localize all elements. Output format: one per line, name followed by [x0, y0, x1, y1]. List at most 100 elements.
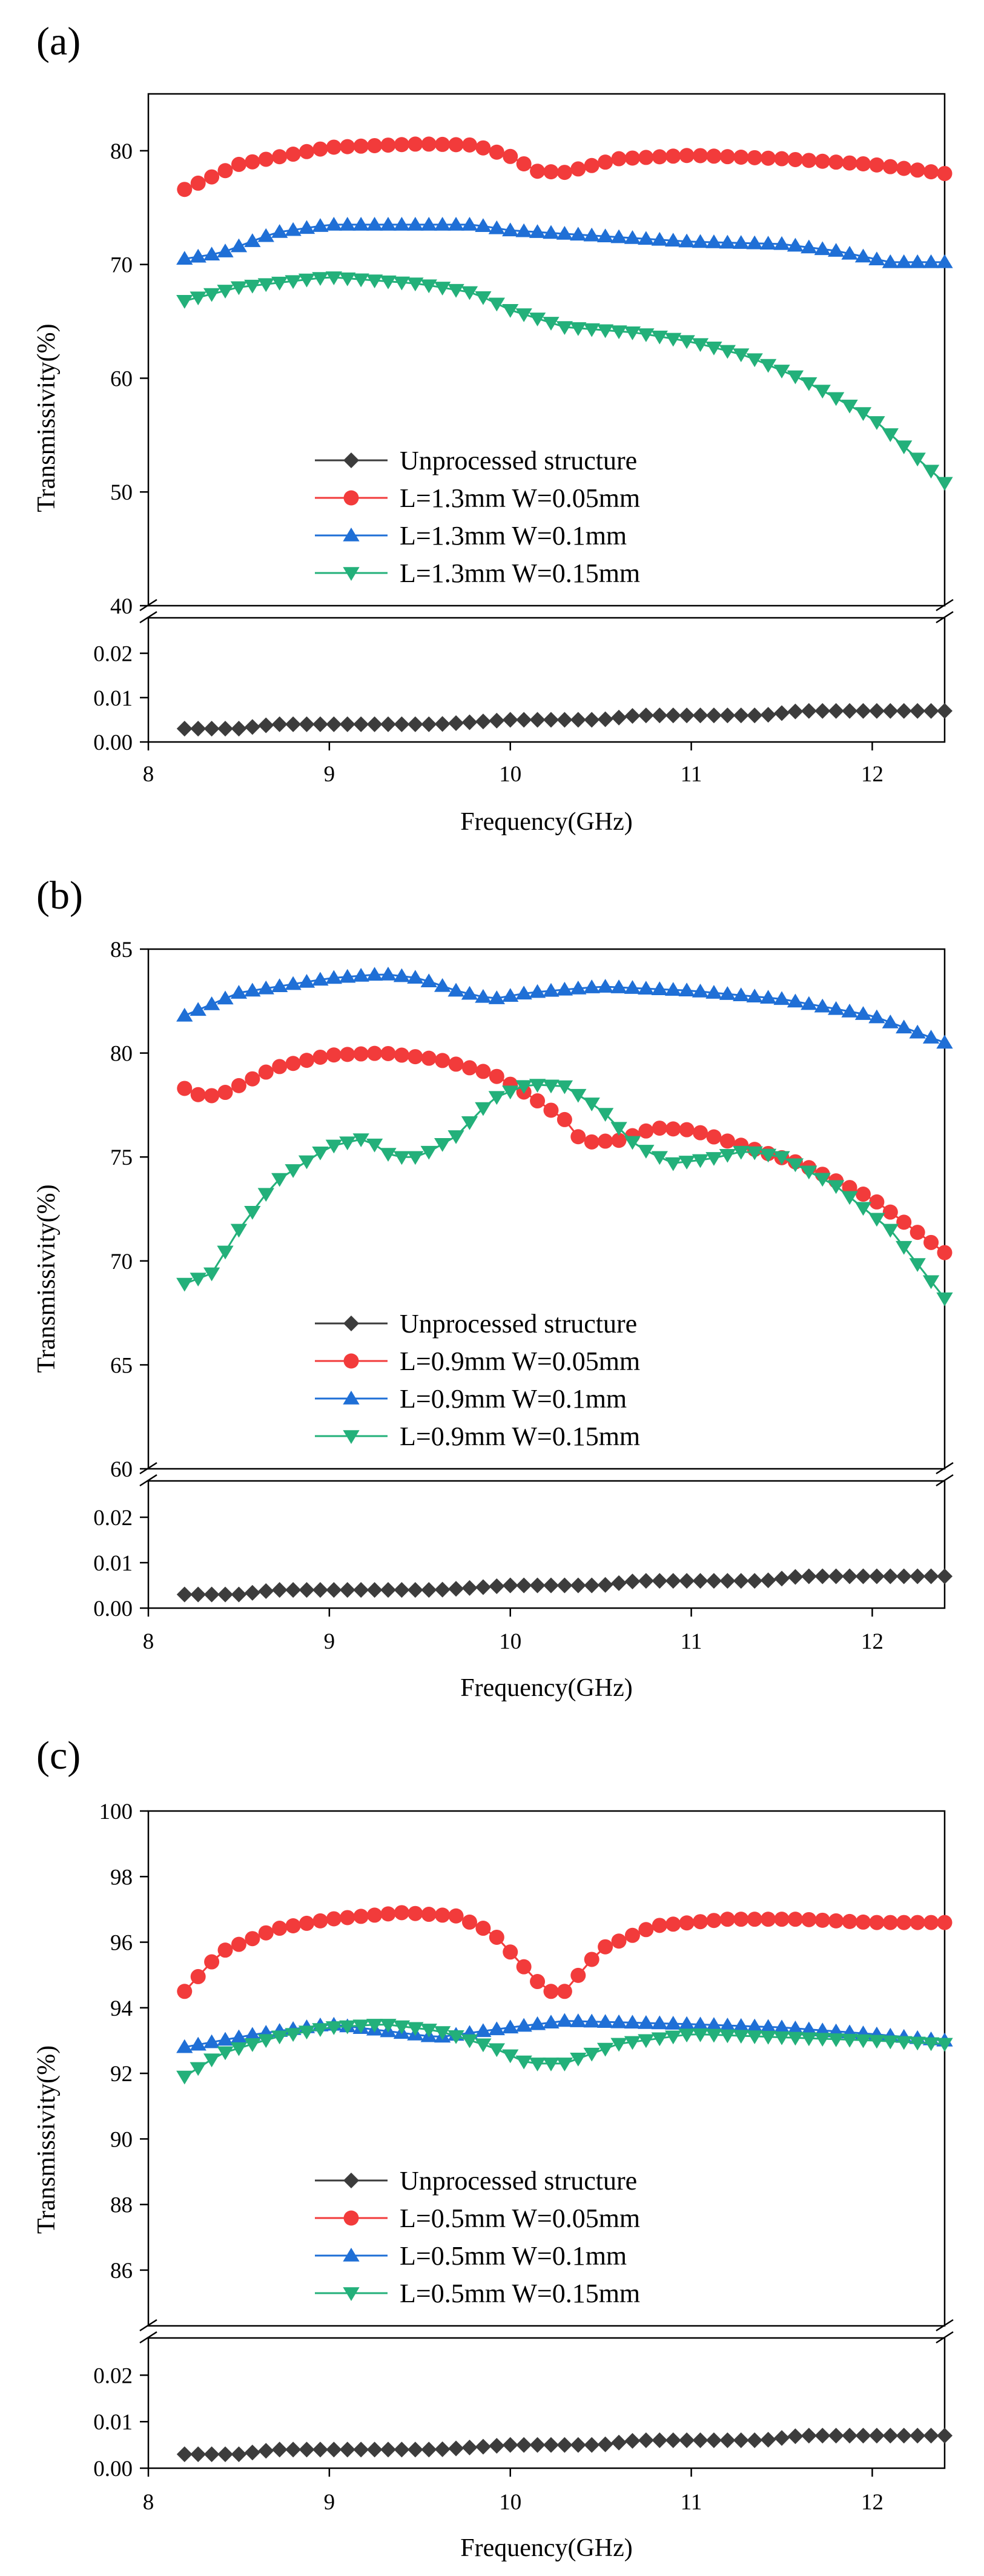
data-point — [868, 1009, 885, 1024]
data-point — [814, 1912, 830, 1928]
chart-panel-c: (c) 86 88 90 92 94 96 98 100 0.00 0.01 0.02 8 9 10 11 12… — [33, 1733, 954, 2562]
series-triangle-down — [176, 271, 953, 491]
data-point — [380, 275, 397, 290]
data-point — [882, 428, 899, 442]
y-tick-label: 40 — [110, 594, 133, 619]
data-point — [176, 295, 193, 309]
data-point — [638, 2034, 655, 2048]
data-point — [773, 991, 790, 1005]
data-point — [312, 272, 329, 286]
data-point — [312, 1049, 328, 1065]
data-point — [583, 1098, 600, 1111]
data-point — [353, 1909, 369, 1924]
data-point — [420, 2024, 437, 2038]
data-point — [583, 323, 600, 337]
data-point — [435, 1907, 451, 1923]
lower-plot-frame — [147, 2337, 946, 2469]
data-point — [869, 1194, 885, 1210]
data-point — [910, 2428, 926, 2444]
data-point — [340, 139, 355, 154]
data-point — [828, 1180, 845, 1194]
data-point — [502, 1085, 519, 1100]
data-point — [231, 1936, 246, 1952]
data-point — [854, 1202, 872, 1216]
data-point — [312, 1913, 328, 1929]
data-point — [244, 233, 261, 247]
data-point — [272, 149, 288, 165]
data-point — [652, 1573, 668, 1589]
data-point — [203, 721, 220, 737]
data-point — [353, 1046, 369, 1062]
data-point — [693, 1125, 708, 1141]
data-point — [909, 1024, 926, 1039]
data-point — [502, 1577, 518, 1594]
data-point — [910, 1225, 925, 1240]
data-point — [447, 982, 464, 997]
data-point — [529, 1577, 546, 1594]
data-point — [760, 707, 776, 723]
y-tick-label: 80 — [110, 1042, 133, 1067]
data-point — [759, 2019, 777, 2033]
data-point — [868, 251, 885, 265]
legend-label: L=1.3mm W=0.1mm — [400, 521, 627, 551]
data-point — [393, 276, 411, 291]
x-axis-title: Frequency(GHz) — [460, 1674, 633, 1702]
data-point — [896, 1214, 912, 1230]
data-point — [447, 216, 464, 231]
data-point — [910, 162, 925, 178]
data-point — [257, 228, 274, 242]
data-point — [190, 721, 206, 737]
data-point — [312, 141, 328, 157]
data-point — [692, 234, 709, 248]
data-point — [597, 711, 613, 727]
data-point — [665, 1573, 681, 1589]
data-point — [719, 345, 736, 359]
data-point — [584, 1134, 599, 1150]
data-point — [502, 712, 518, 728]
data-point — [503, 148, 518, 164]
data-point — [584, 1952, 599, 1967]
data-point — [271, 223, 288, 238]
data-point — [353, 138, 369, 154]
data-point — [516, 156, 532, 171]
data-point — [706, 148, 722, 164]
data-point — [461, 1116, 478, 1130]
data-point — [882, 1204, 898, 1220]
legend-label: L=0.9mm W=0.15mm — [400, 1422, 640, 1451]
data-point — [543, 2058, 560, 2071]
data-point — [204, 1954, 220, 1970]
data-point — [475, 291, 492, 305]
data-point — [854, 2034, 872, 2048]
axis-break-mark — [936, 2319, 954, 2332]
data-point — [244, 719, 260, 735]
data-point — [203, 2446, 220, 2462]
data-point — [801, 2428, 817, 2444]
axis-break-mark — [139, 1474, 157, 1487]
data-point — [705, 2017, 722, 2031]
data-point — [488, 220, 505, 234]
data-point — [515, 308, 532, 322]
data-point — [326, 1582, 342, 1598]
y-tick-label: 86 — [110, 2259, 133, 2283]
data-point — [271, 716, 288, 732]
legend-marker — [343, 452, 359, 468]
legend-entry: L=0.9mm W=0.15mm — [315, 1422, 640, 1451]
legend-label: L=1.3mm W=0.05mm — [400, 483, 640, 513]
data-point — [774, 705, 790, 721]
legend-marker — [343, 1391, 360, 1405]
legend-entry: Unprocessed structure — [315, 446, 637, 475]
data-point — [854, 407, 872, 421]
data-point — [868, 703, 885, 719]
data-point — [258, 1925, 274, 1941]
upper-plot-frame — [147, 948, 946, 1470]
data-point — [176, 251, 193, 265]
data-point — [366, 1138, 383, 1153]
data-point — [434, 2026, 451, 2040]
data-point — [801, 1912, 817, 1927]
data-point — [489, 1929, 504, 1945]
y-tick-label: 98 — [110, 1865, 133, 1890]
data-point — [299, 1582, 315, 1598]
data-point — [692, 2432, 708, 2448]
data-point — [719, 1133, 735, 1149]
data-point — [719, 2432, 736, 2448]
